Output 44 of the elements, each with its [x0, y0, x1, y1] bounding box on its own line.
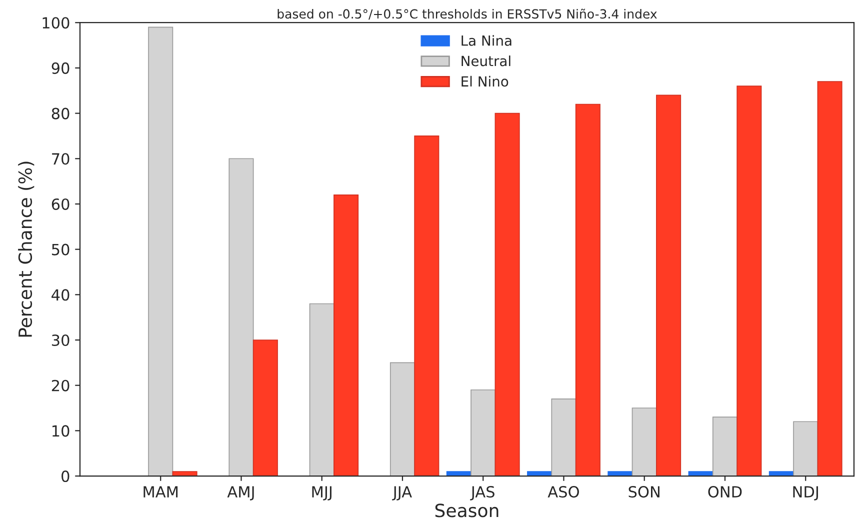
- bar: [309, 303, 334, 476]
- y-tick-label: 10: [52, 425, 70, 437]
- x-tick-label: MAM: [144, 486, 178, 498]
- legend-label: El Nino: [462, 76, 508, 87]
- y-tick-label: 80: [52, 108, 70, 120]
- x-axis-title: Season: [435, 504, 498, 518]
- y-tick-label: 50: [52, 244, 70, 256]
- y-tick-label: 90: [52, 62, 70, 74]
- y-axis-title: Percent Chance (%): [18, 162, 34, 337]
- y-tick-label: 40: [52, 289, 70, 301]
- x-tick-label: JAS: [470, 486, 494, 500]
- chart-title: based on -0.5°/+0.5°C thresholds in ERSSTv5 Niño-3.4 index: [278, 8, 657, 20]
- bar: [252, 340, 278, 476]
- y-tick-label: 20: [52, 380, 70, 392]
- legend-label: Neutral: [462, 56, 510, 66]
- x-tick-label: ASO: [548, 486, 579, 498]
- bar: [551, 398, 576, 476]
- bar: [172, 471, 198, 476]
- bar: [575, 104, 600, 476]
- bar: [414, 136, 440, 476]
- bar: [148, 26, 174, 476]
- bar: [712, 416, 738, 476]
- bar: [656, 94, 682, 476]
- bar: [736, 86, 762, 476]
- y-tick-label: 100: [42, 17, 70, 29]
- bar: [390, 362, 415, 476]
- y-tick-label: 0: [62, 470, 70, 482]
- y-tick-label: 70: [52, 153, 70, 165]
- bar: [632, 408, 657, 476]
- x-tick-label: JJA: [392, 486, 412, 500]
- bar: [334, 194, 359, 476]
- bar: [793, 421, 818, 476]
- y-tick-label: 60: [52, 198, 70, 210]
- bar: [494, 112, 520, 476]
- x-tick-label: SON: [628, 486, 660, 498]
- legend-label: La Nina: [462, 35, 512, 46]
- x-tick-label: MJJ: [312, 486, 332, 500]
- bar: [817, 81, 842, 476]
- y-tick-label: 30: [52, 334, 70, 346]
- bar: [228, 158, 254, 476]
- x-tick-label: OND: [708, 486, 742, 498]
- x-tick-label: AMJ: [227, 486, 254, 500]
- x-tick-label: NDJ: [793, 486, 818, 500]
- bar: [470, 389, 496, 476]
